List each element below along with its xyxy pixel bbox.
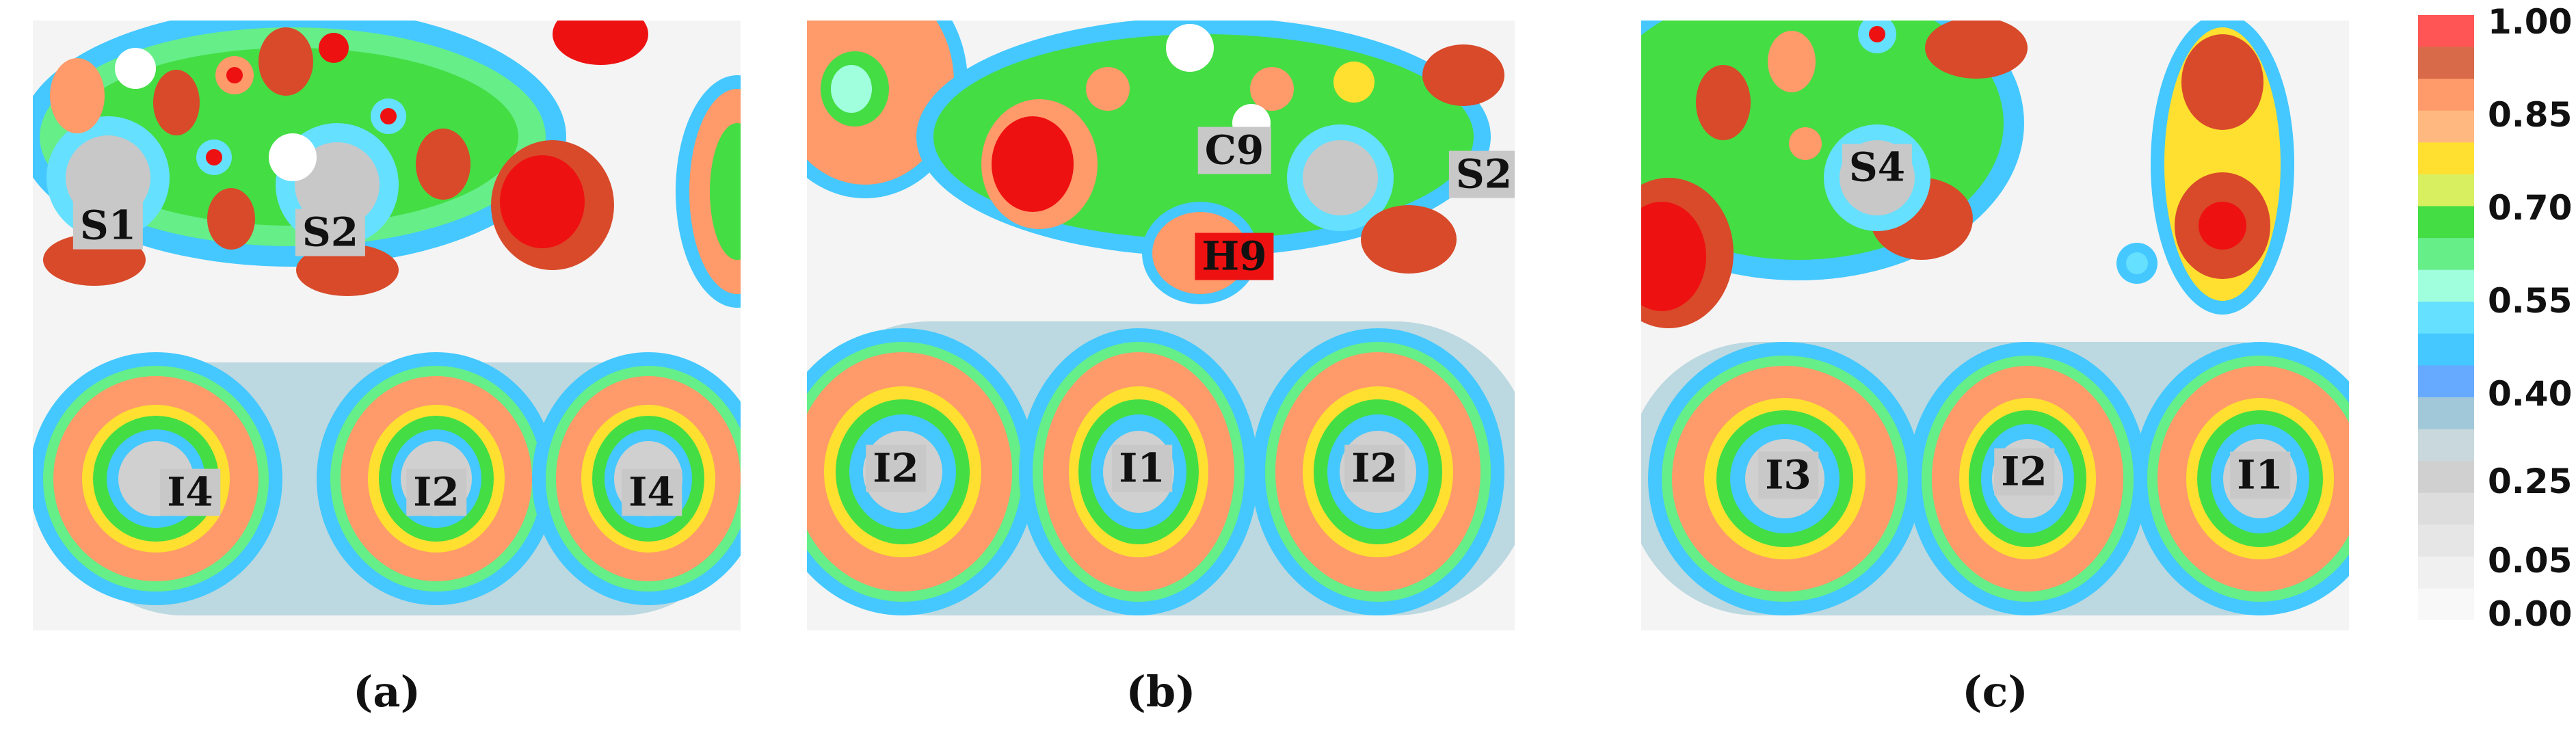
scale-swatch xyxy=(2418,110,2474,143)
panel-caption-b: (b) xyxy=(1126,667,1196,717)
scale-tick-label: 1.00 xyxy=(2488,2,2573,42)
scale-swatch xyxy=(2418,492,2474,525)
contour-panel-a: S1 S2 I4 I2 I4 xyxy=(33,21,741,630)
scale-tick-label: 0.00 xyxy=(2488,594,2573,634)
scale-tick-label: 0.40 xyxy=(2488,374,2573,414)
atom-label: I2 xyxy=(406,468,466,516)
panel-caption-a: (a) xyxy=(353,667,421,717)
atom-label: I4 xyxy=(160,468,220,516)
scale-swatch xyxy=(2418,206,2474,239)
scale-swatch xyxy=(2418,269,2474,302)
scale-tick-label: 0.55 xyxy=(2488,281,2573,321)
atom-label: C9 xyxy=(1197,127,1271,174)
scale-swatch xyxy=(2418,365,2474,398)
scale-swatch xyxy=(2418,461,2474,494)
color-scale-bar xyxy=(2418,15,2474,620)
contour-panel-c: S4 I3 I2 I1 xyxy=(1641,21,2349,630)
elf-map-b xyxy=(807,21,1515,630)
contour-panel-b: C9 S2 H9 I2 I1 I2 xyxy=(807,21,1515,630)
atom-label: I4 xyxy=(622,468,682,516)
atom-label: I2 xyxy=(1344,444,1405,492)
elf-map-a xyxy=(33,21,741,630)
atom-label: I2 xyxy=(866,444,926,492)
atom-label: I2 xyxy=(1994,448,2054,496)
atom-label: I1 xyxy=(1112,444,1172,492)
scale-swatch xyxy=(2418,429,2474,462)
scale-swatch xyxy=(2418,302,2474,334)
scale-tick-label: 0.70 xyxy=(2488,188,2573,228)
scale-swatch xyxy=(2418,79,2474,111)
scale-tick-label: 0.25 xyxy=(2488,462,2573,501)
atom-label: S1 xyxy=(72,202,144,250)
scale-swatch xyxy=(2418,174,2474,207)
scale-swatch xyxy=(2418,556,2474,589)
elf-map-c xyxy=(1641,21,2349,630)
scale-swatch xyxy=(2418,46,2474,79)
scale-tick-label: 0.85 xyxy=(2488,95,2573,135)
scale-swatch xyxy=(2418,588,2474,620)
panel-caption-c: (c) xyxy=(1962,667,2028,717)
scale-swatch xyxy=(2418,333,2474,366)
scale-tick-label: 0.05 xyxy=(2488,541,2573,581)
scale-swatch xyxy=(2418,142,2474,175)
atom-label: I1 xyxy=(2230,451,2290,499)
atom-label: S4 xyxy=(1842,144,1913,191)
scale-swatch xyxy=(2418,524,2474,557)
scale-swatch xyxy=(2418,397,2474,430)
scale-swatch xyxy=(2418,15,2474,48)
atom-label: I3 xyxy=(1758,451,1818,499)
scale-swatch xyxy=(2418,238,2474,271)
atom-label: S2 xyxy=(1448,150,1515,198)
atom-label: H9 xyxy=(1195,232,1274,280)
atom-label: S2 xyxy=(295,209,366,256)
